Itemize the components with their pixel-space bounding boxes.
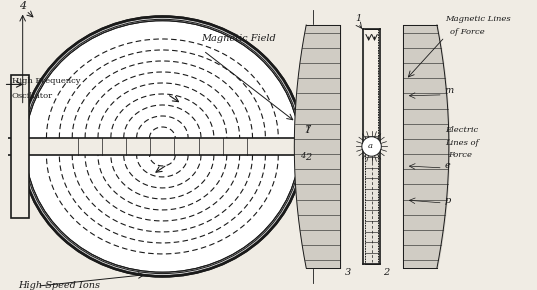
Bar [365, 30, 379, 136]
Text: 3: 3 [345, 268, 352, 277]
Ellipse shape [21, 17, 303, 276]
Text: a: a [368, 142, 373, 151]
Ellipse shape [21, 17, 303, 276]
Text: 2: 2 [383, 268, 389, 277]
Text: Oscillator: Oscillator [12, 92, 53, 100]
Text: High Frequency: High Frequency [12, 77, 81, 85]
Text: Electric: Electric [445, 126, 478, 134]
Text: 7: 7 [304, 125, 311, 134]
Text: High Speed Ions: High Speed Ions [18, 281, 100, 290]
Text: 1: 1 [304, 126, 311, 135]
Text: Magnetic Field: Magnetic Field [201, 34, 276, 43]
Text: e: e [445, 161, 451, 170]
Bar [11, 138, 313, 155]
Text: 4: 4 [300, 152, 305, 160]
Text: p: p [445, 196, 451, 205]
Bar [365, 29, 379, 264]
Text: 1: 1 [355, 14, 361, 23]
Text: Magnetic Lines: Magnetic Lines [445, 15, 510, 23]
Text: 4: 4 [19, 1, 27, 11]
Text: of Force: of Force [449, 28, 484, 36]
Text: m: m [445, 86, 454, 95]
Text: Force: Force [448, 151, 471, 159]
Circle shape [362, 137, 381, 156]
Text: 2: 2 [304, 153, 311, 162]
Ellipse shape [25, 21, 299, 272]
Bar [11, 75, 30, 218]
Text: Lines of: Lines of [445, 139, 478, 146]
